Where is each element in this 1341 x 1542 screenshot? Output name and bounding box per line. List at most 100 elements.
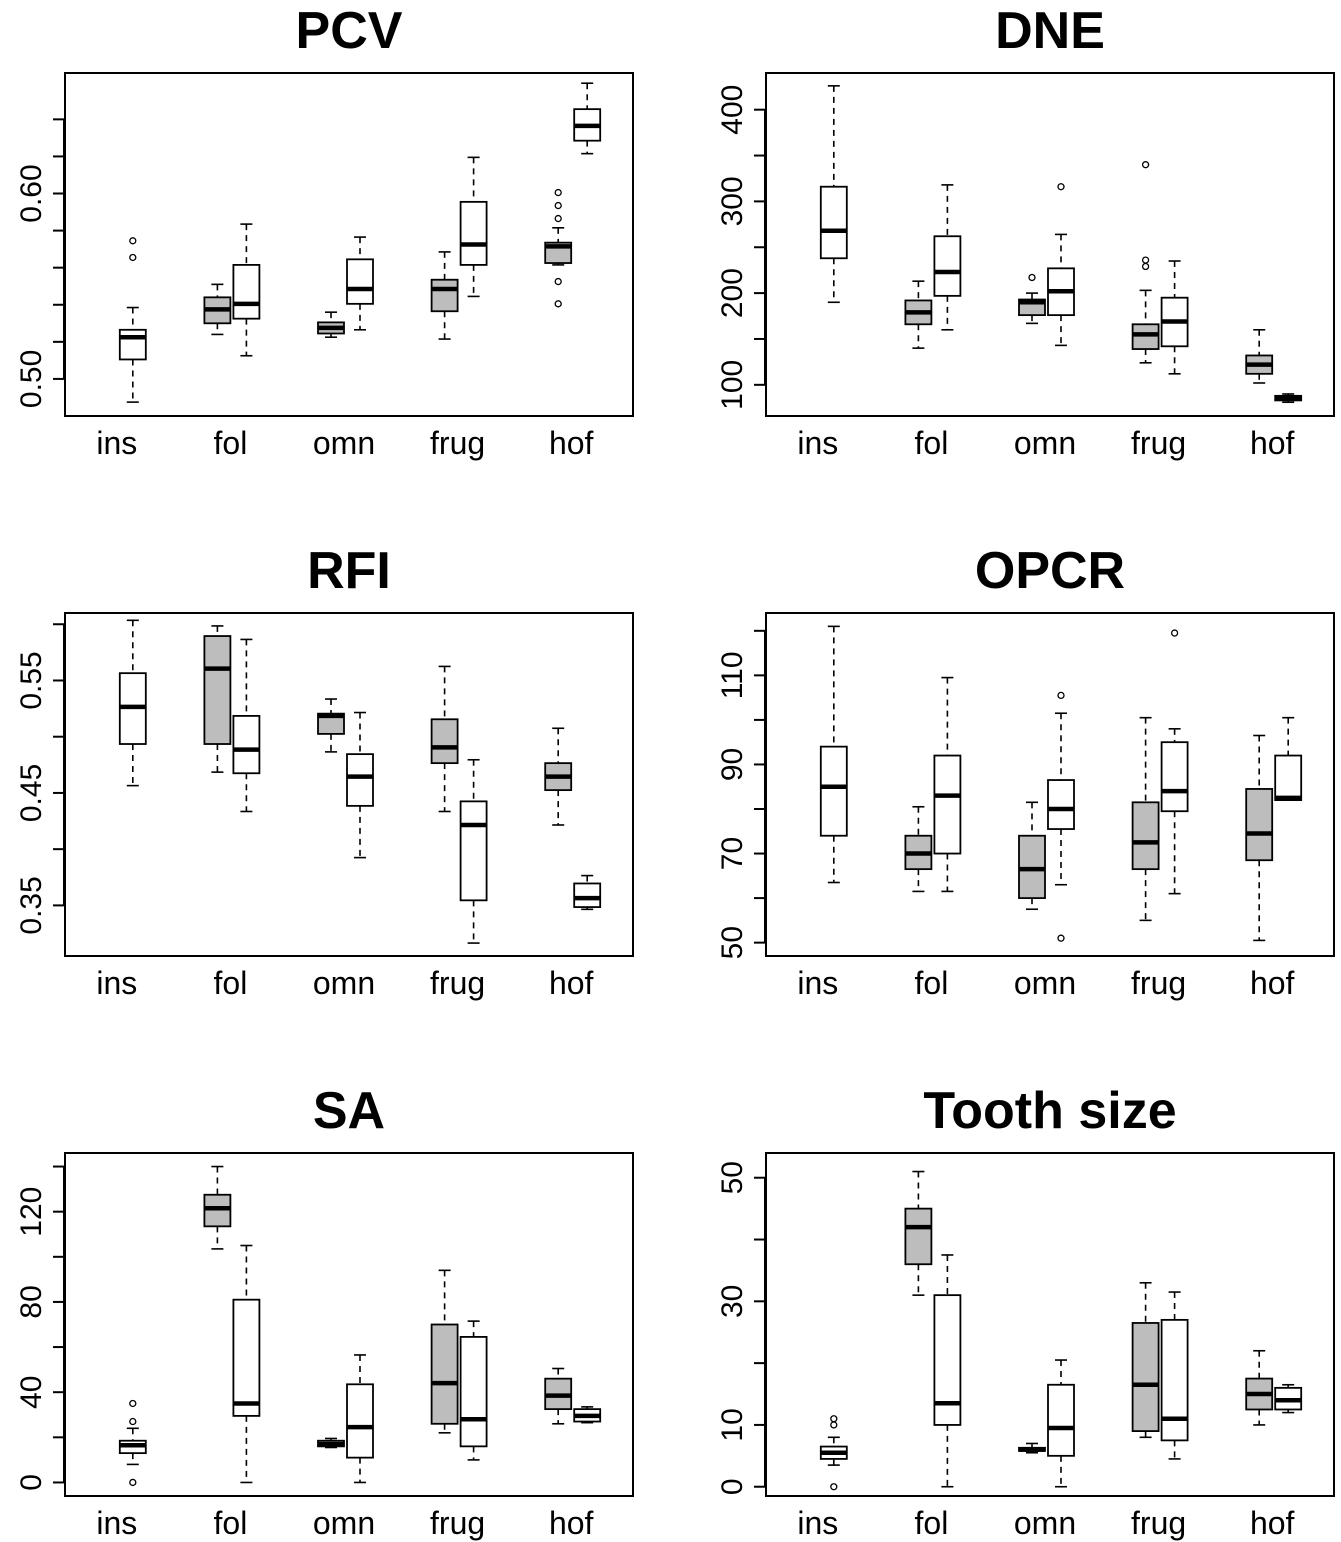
x-category-label: frug: [430, 425, 485, 461]
boxplot-box: [1047, 183, 1075, 347]
outlier-point: [1057, 183, 1065, 191]
boxplot-box: [1245, 1349, 1274, 1426]
boxplot-box: [573, 82, 602, 155]
interquartile-box: [1160, 1318, 1189, 1442]
y-tick-label: 0.60: [15, 164, 48, 222]
y-tick-label: 90: [716, 748, 749, 781]
boxplot-box: [819, 85, 848, 304]
boxplot-box: [203, 283, 232, 336]
interquartile-box: [819, 745, 848, 837]
boxplot-box: [317, 1437, 345, 1449]
boxplot-box: [1131, 161, 1160, 364]
outlier-point: [1028, 273, 1036, 282]
outlier-point: [129, 237, 137, 245]
x-category-label: omn: [1014, 1505, 1076, 1541]
interquartile-box: [1131, 801, 1160, 871]
chart-title: SA: [313, 1082, 385, 1140]
boxplot-box: [1018, 1442, 1046, 1454]
boxplot-box: [819, 625, 848, 884]
interquartile-box: [346, 753, 374, 807]
outlier-point: [1057, 691, 1065, 700]
boxplot-box: [118, 1399, 147, 1487]
boxplot-box: [1131, 716, 1160, 922]
outlier-point: [1141, 256, 1150, 264]
boxplot-box: [118, 619, 147, 787]
y-tick-label: 30: [716, 1285, 749, 1318]
boxplot-box: [1047, 1359, 1075, 1488]
boxplot-box: [346, 711, 374, 859]
interquartile-box: [819, 185, 848, 260]
chart-panel: Tooth size 0 10 30 50 ins fol omn frug hof: [716, 1082, 1335, 1541]
boxplot-box: [317, 311, 345, 339]
x-category-label: frug: [1131, 1505, 1186, 1541]
x-category-label: ins: [96, 1505, 137, 1541]
outlier-point: [129, 1417, 137, 1426]
outlier-point: [1170, 629, 1179, 637]
boxplot-box: [232, 638, 261, 813]
boxplot-box: [573, 874, 602, 911]
boxplot-box: [933, 676, 962, 893]
y-tick-label: 0.55: [15, 651, 48, 709]
interquartile-box: [1160, 741, 1189, 813]
y-tick-label: 0.50: [15, 350, 48, 408]
y-tick-label: 70: [716, 837, 749, 870]
chart-title: Tooth size: [923, 1082, 1176, 1140]
outlier-point: [129, 1478, 137, 1487]
y-tick-label: 0: [15, 1474, 48, 1491]
x-category-label: omn: [1014, 965, 1076, 1001]
outlier-point: [129, 253, 137, 262]
x-category-label: omn: [313, 1505, 375, 1541]
interquartile-box: [573, 882, 602, 908]
y-tick-label: 120: [15, 1187, 48, 1237]
interquartile-box: [1047, 1383, 1075, 1457]
boxplot-box: [904, 280, 933, 349]
x-category-label: ins: [797, 965, 838, 1001]
boxplot-box: [1160, 1291, 1189, 1460]
y-tick-label: 50: [716, 1161, 749, 1194]
y-tick-label: 110: [716, 651, 749, 699]
outlier-point: [554, 300, 562, 308]
chart-panel: SA 0 40 80 120 ins fol omn frug hof: [15, 1082, 634, 1541]
chart-title: DNE: [995, 2, 1105, 60]
outlier-point: [1057, 934, 1065, 942]
boxplot-box: [1274, 1383, 1303, 1414]
boxplot-box: [346, 236, 374, 331]
interquartile-box: [459, 800, 488, 902]
x-category-label: omn: [1014, 425, 1076, 461]
boxplot-box: [933, 1254, 962, 1488]
boxplot-box: [203, 625, 232, 773]
boxplot-box: [1160, 629, 1189, 895]
boxplot-box: [459, 156, 488, 298]
outlier-point: [1141, 262, 1150, 271]
boxplot-box: [317, 698, 345, 753]
x-category-label: fol: [915, 425, 949, 461]
chart-panel: OPCR 50 70 90 110 ins fol omn frug hof: [716, 542, 1335, 1001]
interquartile-box: [232, 263, 261, 320]
outlier-point: [554, 188, 562, 197]
x-category-label: hof: [1250, 425, 1295, 461]
x-category-label: hof: [549, 1505, 594, 1541]
x-category-label: hof: [1250, 1505, 1295, 1541]
y-tick-label: 80: [15, 1285, 48, 1318]
interquartile-box: [203, 1193, 232, 1228]
boxplot-box: [544, 188, 573, 308]
x-category-label: ins: [96, 425, 137, 461]
interquartile-box: [203, 635, 232, 745]
boxplot-box: [1274, 716, 1303, 801]
y-tick-label: 0.45: [15, 764, 48, 822]
boxplot-box: [904, 805, 933, 893]
y-tick-label: 100: [716, 360, 749, 410]
chart-title: RFI: [307, 542, 391, 600]
outlier-point: [830, 1483, 838, 1491]
interquartile-box: [232, 1298, 261, 1417]
y-tick-label: 0.35: [15, 876, 48, 934]
interquartile-box: [1047, 779, 1075, 830]
x-category-label: frug: [1131, 425, 1186, 461]
x-category-label: hof: [1250, 965, 1295, 1001]
boxplot-box: [819, 1415, 848, 1491]
outlier-point: [129, 1399, 137, 1408]
x-category-label: frug: [1131, 965, 1186, 1001]
boxplot-box: [1047, 691, 1075, 942]
chart-panel: PCV 0.50 0.60 ins fol omn frug hof: [15, 2, 634, 461]
